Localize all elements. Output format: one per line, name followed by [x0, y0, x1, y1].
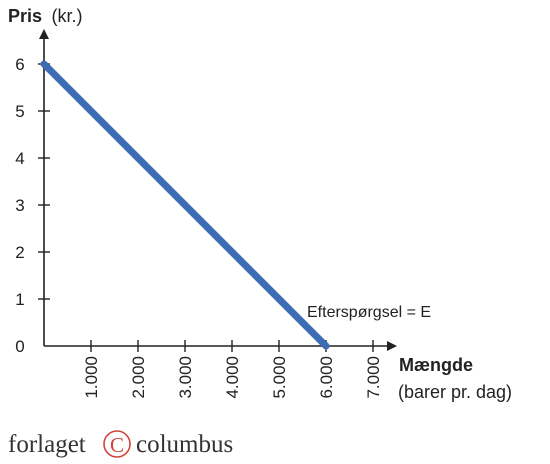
- y-tick-label: 1: [15, 290, 24, 309]
- x-ticks: 1.000 2.000 3.000 4.000 5.000 6.000 7.000: [82, 340, 383, 399]
- x-axis-title: Mængde: [399, 355, 473, 375]
- y-tick-label: 6: [15, 55, 24, 74]
- y-tick-label: 4: [15, 149, 24, 168]
- y-ticks: 0 1 2 3 4 5 6: [15, 55, 50, 356]
- y-tick-label: 0: [15, 337, 24, 356]
- y-axis-title: Pris (kr.): [8, 6, 82, 26]
- x-tick-label: 5.000: [270, 356, 289, 399]
- copyright-circle: [103, 430, 131, 458]
- demand-label: Efterspørgsel = E: [307, 304, 431, 321]
- y-tick-label: 2: [15, 243, 24, 262]
- series-layer: [40, 60, 330, 350]
- x-tick-label: 2.000: [129, 356, 148, 399]
- x-tick-label: 7.000: [364, 356, 383, 399]
- x-tick-label: 1.000: [82, 356, 101, 399]
- logo-left-text: forlaget: [8, 431, 86, 458]
- logo-mark: C: [110, 433, 124, 457]
- x-tick-label: 4.000: [223, 356, 242, 399]
- logo-right-text: columbus: [136, 431, 233, 458]
- demand-line: [40, 60, 330, 350]
- y-tick-label: 5: [15, 102, 24, 121]
- publisher-logo: forlaget C columbus: [8, 430, 233, 458]
- y-tick-label: 3: [15, 196, 24, 215]
- x-tick-label: 3.000: [176, 356, 195, 399]
- x-axis-unit: (barer pr. dag): [398, 382, 512, 402]
- x-tick-label: 6.000: [317, 356, 336, 399]
